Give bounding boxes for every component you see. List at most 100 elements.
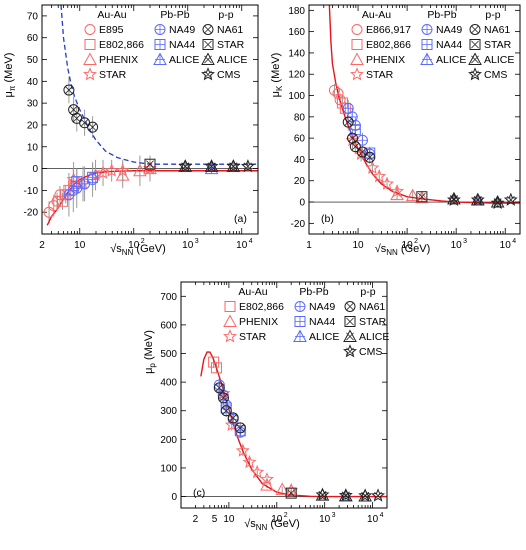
x-tick-label: 10 — [451, 240, 463, 251]
legend-label: CMS — [359, 346, 382, 358]
legend-label: NA49 — [436, 24, 462, 36]
data-point-triangle-x — [447, 191, 461, 205]
data-point-triangle-x — [226, 159, 241, 172]
chart-panel-2: 1 10 10 2 10 3 10 4-20020406080100120140160180√… — [270, 4, 521, 257]
x-tick-label: 10 — [236, 240, 248, 251]
legend-header: p-p — [218, 9, 233, 21]
legend-label: NA61 — [484, 24, 510, 36]
y-tick-label: 180 — [288, 6, 305, 17]
plot-area — [328, 5, 520, 210]
legend-marker-star — [350, 67, 364, 81]
legend-header: Au-Au — [362, 9, 391, 21]
fit-curve — [328, 5, 520, 204]
x-tick-label: 10 — [223, 514, 235, 525]
fit-curve-dashed — [60, 5, 258, 165]
data-point-circle-x-x-b — [72, 114, 81, 123]
legend-marker-square-x — [202, 39, 214, 50]
legend-marker-circle-x — [344, 301, 356, 312]
y-tick-label: 300 — [160, 406, 177, 417]
data-point-square — [208, 356, 220, 368]
x-tick-label: 1 — [306, 240, 312, 251]
data-point-circle-x — [349, 141, 361, 153]
legend-label: E895 — [99, 24, 124, 36]
data-point-star-x-x-b — [473, 196, 482, 204]
legend-marker-square — [351, 39, 363, 50]
y-tick-label: 50 — [27, 55, 39, 66]
data-point-star — [66, 172, 81, 186]
data-point-square-x — [416, 191, 428, 203]
y-axis-label-main: μ — [270, 91, 282, 97]
legend-label: ALICE — [309, 331, 339, 343]
y-tick-label: 40 — [27, 77, 39, 88]
legend-label: ALICE — [359, 331, 389, 343]
legend-label: ALICE — [169, 54, 199, 66]
legend-label: E802,866 — [239, 301, 284, 313]
data-point-square-x-x-b — [146, 160, 154, 169]
plot-area — [43, 5, 258, 226]
legend-marker-square — [84, 39, 96, 50]
legend-label: STAR — [484, 39, 512, 51]
data-point-star-x-x-b — [207, 162, 216, 171]
legend-label: E802,866 — [366, 39, 411, 51]
x-tick-exponent: 4 — [512, 238, 516, 245]
legend-marker-star — [83, 67, 97, 81]
data-point-triangle-x — [315, 488, 330, 501]
data-point-star — [143, 161, 157, 175]
legend-header: Pb-Pb — [160, 9, 189, 21]
y-axis-label: μK (MeV) — [270, 53, 284, 98]
panel-label: (a) — [234, 213, 247, 225]
legend-header: Pb-Pb — [299, 286, 328, 298]
y-tick-label: 60 — [27, 33, 39, 44]
y-tick-label: 70 — [27, 11, 39, 22]
data-point-circle-x — [220, 405, 232, 417]
legend-marker-triangle — [83, 52, 97, 65]
legend-marker-square-x-x-b — [471, 40, 479, 49]
data-point-star-x-x-b — [244, 162, 252, 171]
data-point-circle-x — [213, 382, 225, 394]
y-tick-label: 60 — [294, 134, 306, 145]
data-point-star-x-x-b — [361, 491, 370, 500]
y-tick-label: 20 — [27, 120, 39, 131]
data-point-square-x — [285, 487, 297, 499]
data-point-triangle — [275, 482, 290, 495]
y-tick-label: 20 — [294, 176, 306, 187]
data-point-star-x — [178, 159, 193, 173]
x-tick-exponent: 4 — [249, 238, 253, 245]
legend-marker-triangle — [223, 314, 237, 327]
data-point-circle-x-x-b — [65, 86, 73, 94]
legend-marker-star-x-x-b — [204, 70, 212, 79]
data-point-square — [57, 195, 69, 207]
data-point-star — [380, 176, 395, 190]
data-point-star-x — [315, 487, 330, 501]
legend-label: STAR — [239, 331, 267, 343]
data-point-triangle — [133, 163, 147, 177]
legend-header: p-p — [360, 286, 375, 298]
data-point-circle-x-x-b — [88, 123, 97, 132]
y-tick-label: 0 — [32, 164, 38, 175]
legend-marker-square-x — [344, 316, 356, 327]
y-axis-label-sub: p — [148, 363, 157, 368]
data-point-star-x — [358, 488, 373, 502]
data-point-circle-x-x-b — [229, 414, 238, 422]
legend-label: STAR — [359, 316, 387, 328]
x-tick-label: 10 — [74, 240, 86, 251]
y-tick-label: -20 — [291, 219, 306, 230]
legend-label: NA61 — [217, 24, 243, 36]
data-point-star — [242, 454, 257, 469]
x-tick-label: 10 — [500, 240, 512, 251]
y-tick-label: -20 — [24, 208, 39, 219]
y-axis-label-unit: (MeV) — [3, 53, 15, 86]
panel-label: (c) — [193, 487, 205, 499]
legend-marker-triangle-x-x-b — [204, 55, 212, 64]
y-axis-label: μπ (MeV) — [3, 53, 17, 98]
x-tick-exponent: 3 — [195, 238, 199, 245]
fit-curve — [200, 351, 387, 498]
y-axis-label-unit: (MeV) — [270, 53, 282, 86]
plot-area — [200, 351, 387, 502]
y-tick-label: 40 — [294, 155, 306, 166]
data-point-star — [235, 443, 250, 457]
legend-marker-square — [224, 301, 236, 312]
legend-marker-square-x-x-b — [346, 317, 354, 326]
legend-marker-star-x-x-b — [471, 70, 479, 79]
